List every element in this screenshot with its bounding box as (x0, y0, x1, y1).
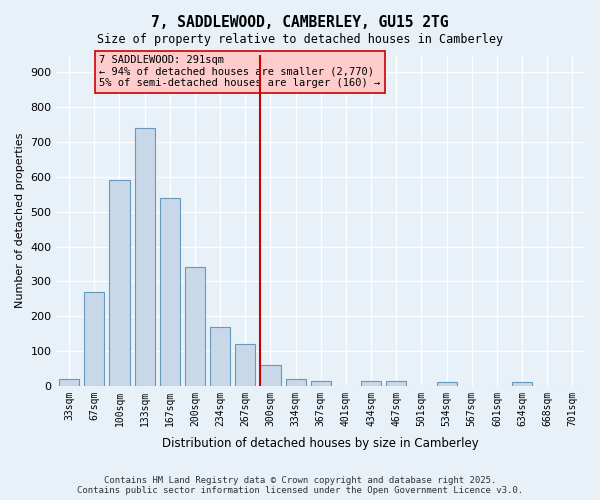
Bar (185, 268, 205, 386)
Bar (210, 326, 230, 386)
Bar (260, 365, 281, 386)
Bar (286, 379, 305, 386)
Bar (134, 128, 155, 386)
Bar (59, 379, 79, 386)
X-axis label: Distribution of detached houses by size in Camberley: Distribution of detached houses by size … (163, 437, 479, 450)
Text: Contains HM Land Registry data © Crown copyright and database right 2025.
Contai: Contains HM Land Registry data © Crown c… (77, 476, 523, 495)
Y-axis label: Number of detached properties: Number of detached properties (15, 132, 25, 308)
Bar (160, 198, 180, 386)
Bar (437, 382, 457, 386)
Bar (512, 382, 532, 386)
Bar (235, 344, 256, 386)
Bar (311, 380, 331, 386)
Text: Size of property relative to detached houses in Camberley: Size of property relative to detached ho… (97, 32, 503, 46)
Bar (361, 380, 381, 386)
Text: 7 SADDLEWOOD: 291sqm
← 94% of detached houses are smaller (2,770)
5% of semi-det: 7 SADDLEWOOD: 291sqm ← 94% of detached h… (100, 55, 380, 88)
Bar (386, 380, 406, 386)
Text: 7, SADDLEWOOD, CAMBERLEY, GU15 2TG: 7, SADDLEWOOD, CAMBERLEY, GU15 2TG (151, 15, 449, 30)
Bar (84, 292, 104, 386)
Bar (109, 180, 130, 386)
